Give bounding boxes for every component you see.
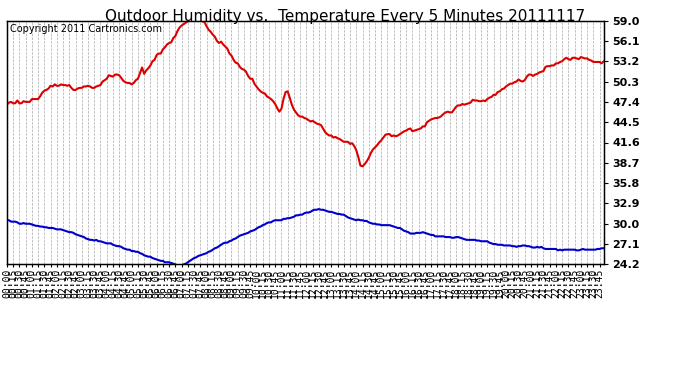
Text: Copyright 2011 Cartronics.com: Copyright 2011 Cartronics.com [10, 24, 162, 34]
Text: Outdoor Humidity vs.  Temperature Every 5 Minutes 20111117: Outdoor Humidity vs. Temperature Every 5… [105, 9, 585, 24]
